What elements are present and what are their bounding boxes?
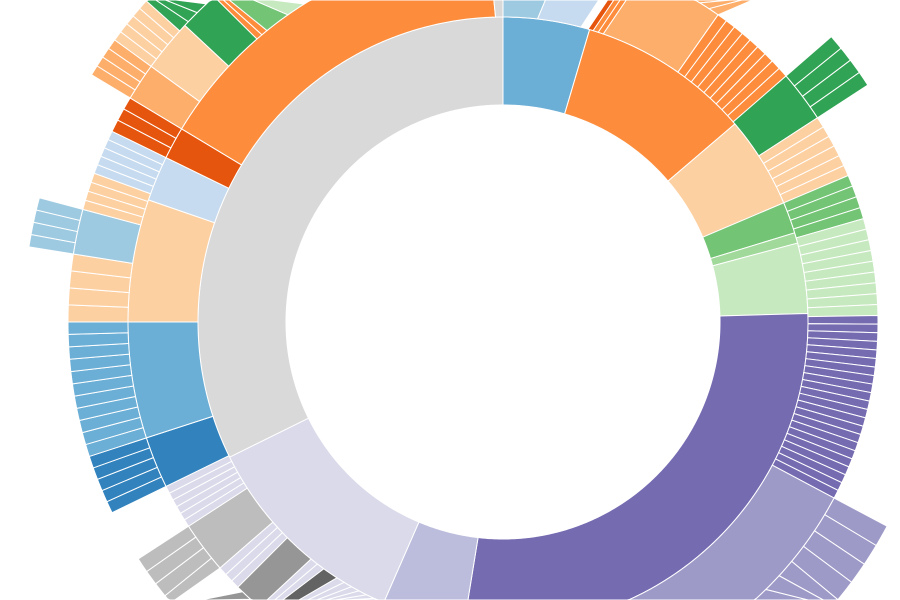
sunburst-arc[interactable]: [35, 197, 84, 222]
ring-depth-4: [28, 0, 208, 255]
sunburst-arc[interactable]: [707, 0, 753, 16]
sunburst-arc[interactable]: [807, 314, 879, 325]
ring-depth-3: [67, 0, 888, 600]
sunburst-arc[interactable]: [493, 0, 504, 18]
sunburst-arc[interactable]: [253, 0, 306, 16]
sunburst-arc[interactable]: [67, 321, 129, 335]
sunburst-arc[interactable]: [165, 0, 208, 14]
sunburst-arc[interactable]: [137, 525, 197, 573]
sunburst-arc[interactable]: [751, 588, 809, 600]
sunburst-arc[interactable]: [536, 0, 600, 28]
sunburst-arc[interactable]: [809, 71, 869, 119]
sunburst-arc[interactable]: [67, 304, 129, 323]
sunburst-arc[interactable]: [200, 591, 252, 600]
ring-depth-1: [197, 16, 809, 600]
